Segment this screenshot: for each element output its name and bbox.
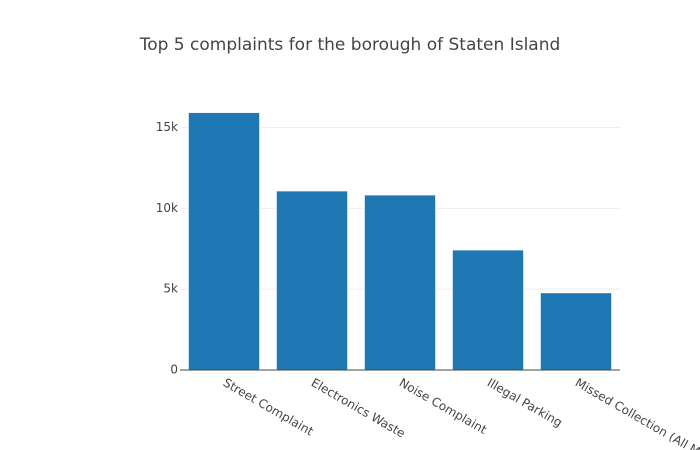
bar [188, 112, 260, 370]
y-tick-label: 10k [156, 201, 178, 215]
bar [276, 191, 348, 370]
y-tick-label: 15k [156, 120, 178, 134]
chart-title: Top 5 complaints for the borough of Stat… [139, 35, 561, 55]
y-tick-label: 0 [170, 363, 178, 377]
bar [364, 195, 436, 370]
bar [452, 250, 524, 370]
y-tick-label: 5k [163, 282, 178, 296]
bar [540, 293, 612, 370]
